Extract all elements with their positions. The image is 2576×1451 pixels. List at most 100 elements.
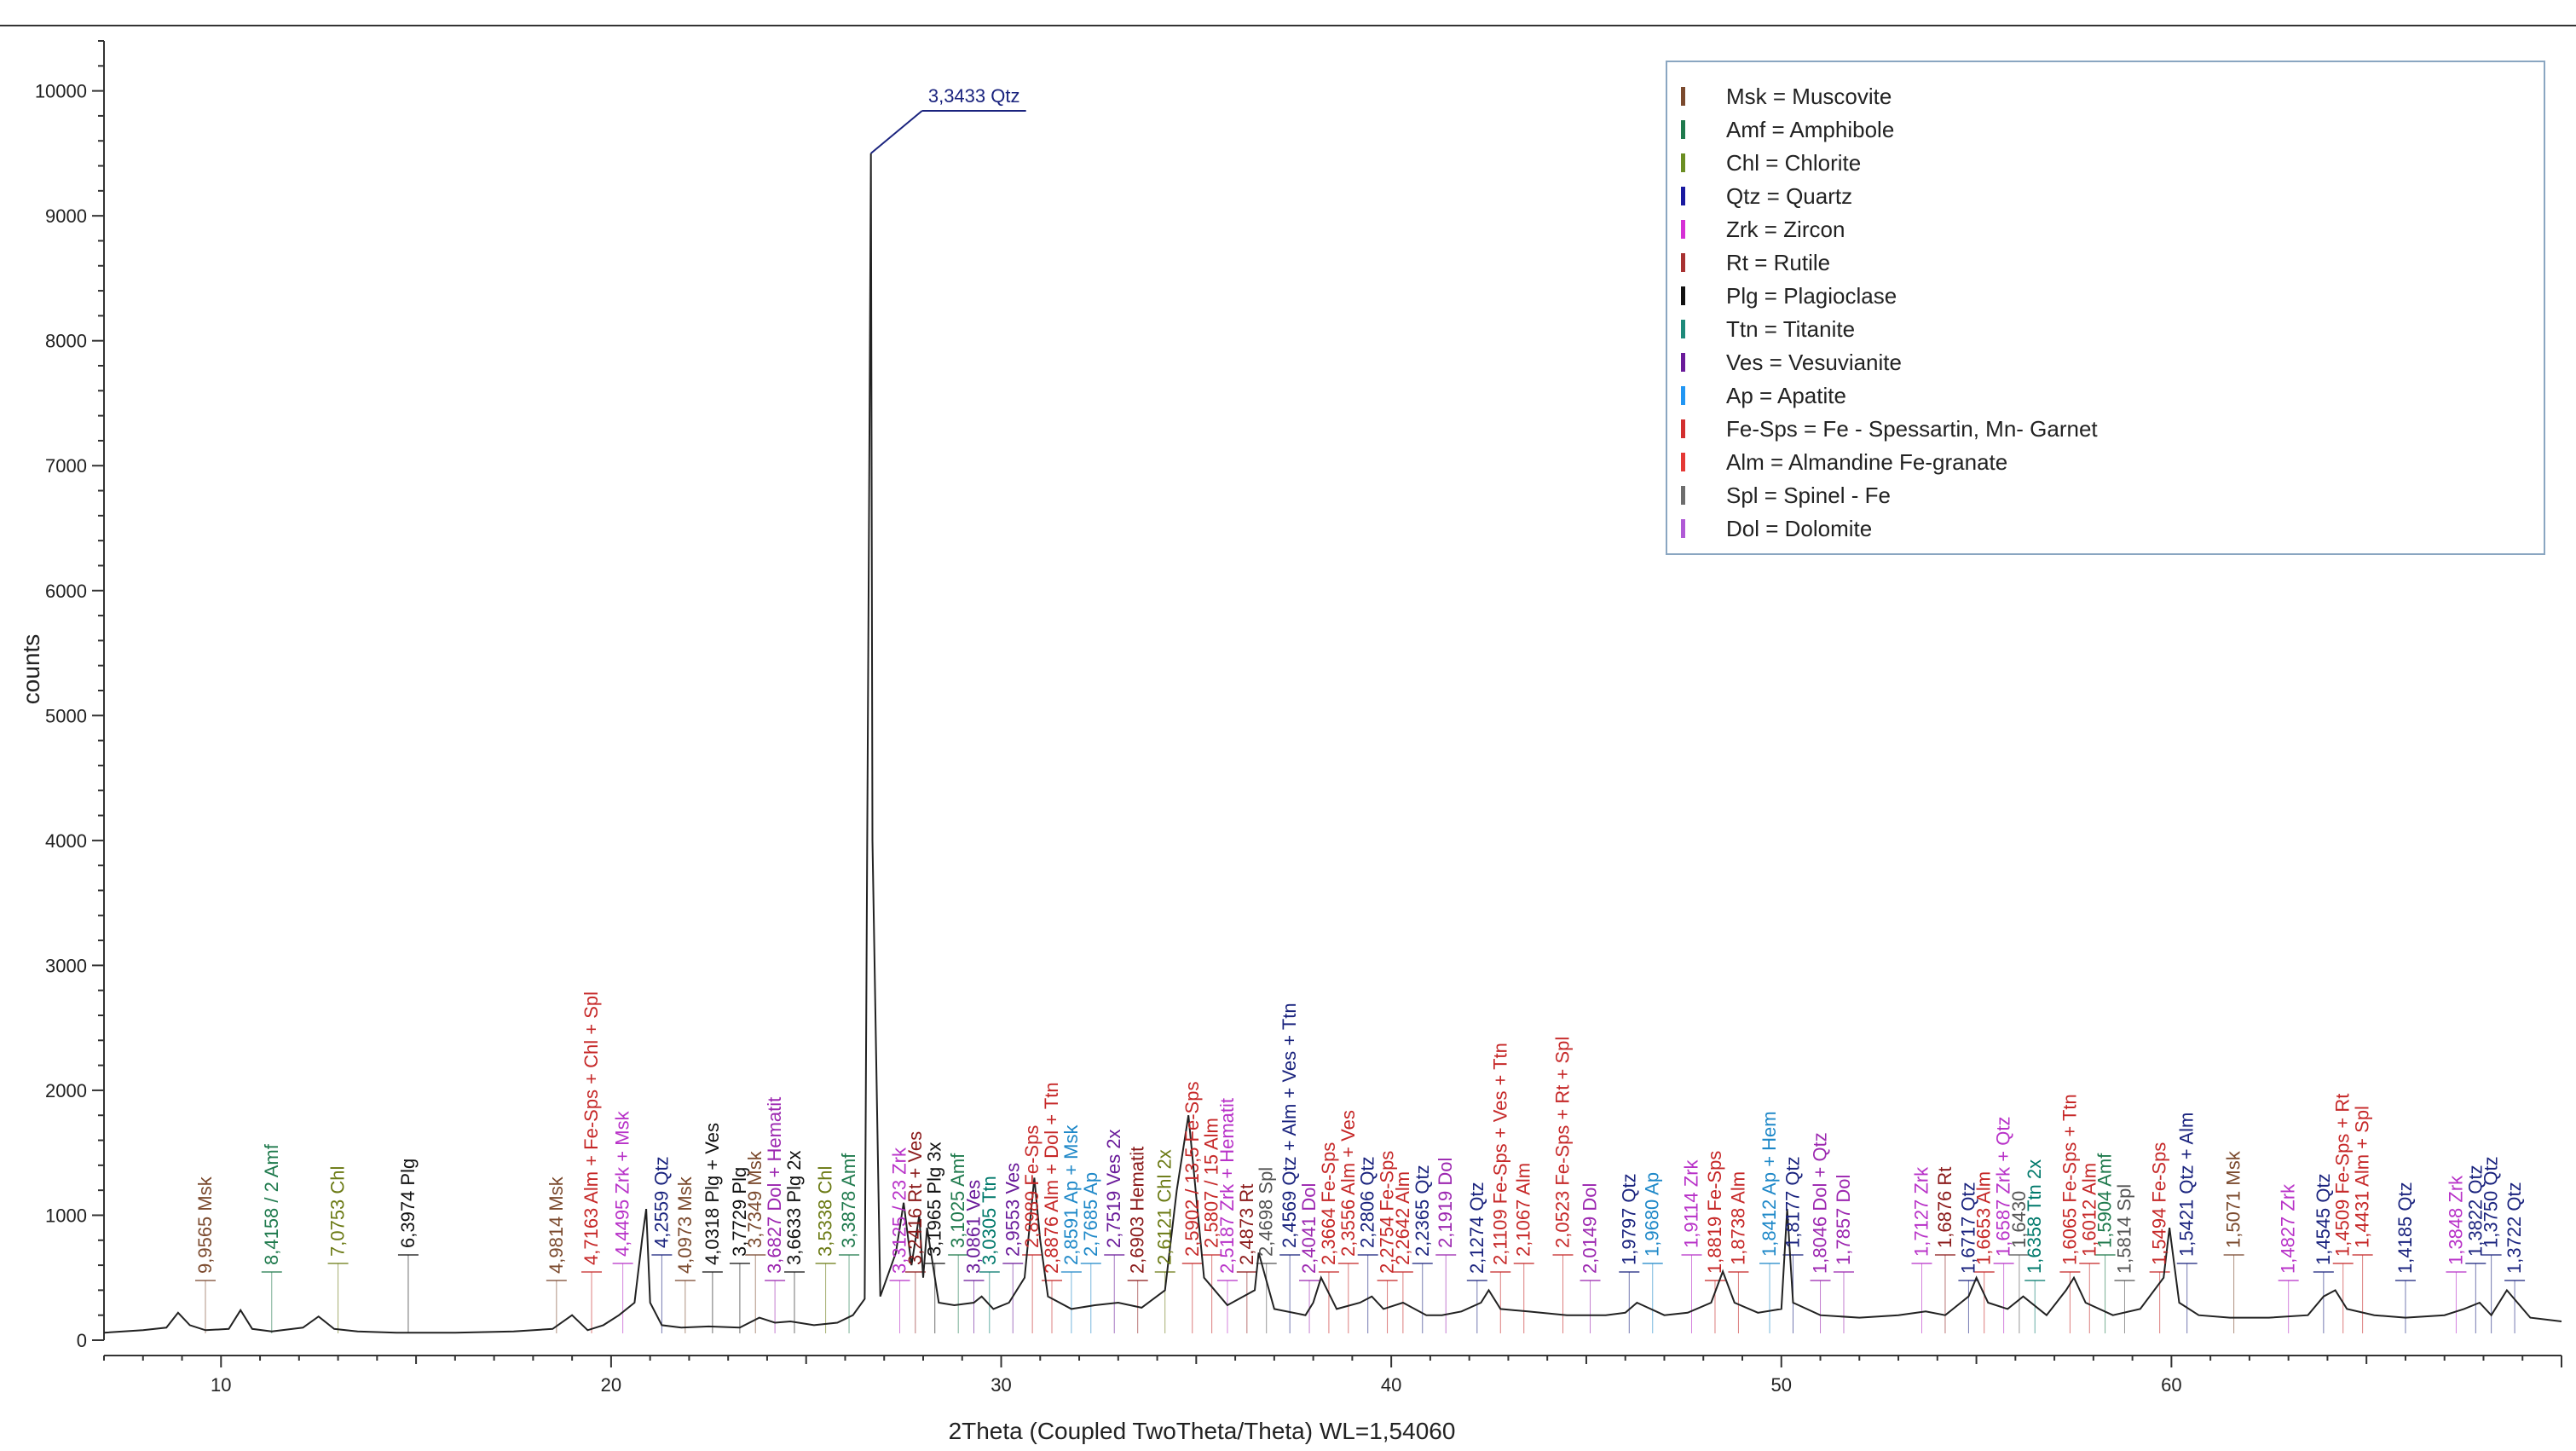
peak-label: 1,5071 Msk xyxy=(2223,1150,2244,1248)
peak-label: 3,5338 Chl xyxy=(815,1166,836,1257)
legend-box xyxy=(1666,61,2545,555)
peak-label: 1,9114 Zrk xyxy=(1681,1159,1702,1248)
peak-label: 2,7519 Ves 2x xyxy=(1103,1130,1124,1248)
legend-swatch xyxy=(1681,519,1685,538)
peak-label: 1,5421 Qtz + Alm xyxy=(2176,1113,2198,1257)
peak-label: 2,2806 Qtz xyxy=(1357,1156,1378,1248)
peak-label: 4,0318 Plg + Ves xyxy=(702,1123,723,1265)
y-tick-label: 5000 xyxy=(45,705,87,726)
legend-swatch xyxy=(1681,419,1685,438)
y-tick-label: 0 xyxy=(77,1330,87,1351)
peak-label: 2,1109 Fe-Sps + Ves + Ttn xyxy=(1489,1043,1510,1265)
x-axis: 10 20 30 40 50 60 xyxy=(103,1355,2562,1396)
peak-label: 1,4185 Qtz xyxy=(2394,1182,2416,1274)
peak-label: 2,9553 Ves xyxy=(1002,1163,1023,1257)
peak-label: 1,9680 Ap xyxy=(1642,1172,1663,1257)
peak-label: 4,0973 Msk xyxy=(674,1176,696,1274)
legend-swatch xyxy=(1681,286,1685,305)
legend: Msk = Muscovite Amf = Amphibole Chl = Chlo… xyxy=(1666,61,2545,555)
peak-label: 2,5187 Zrk + Hematit xyxy=(1216,1098,1238,1274)
peak-label: 3,0305 Ttn xyxy=(979,1176,1000,1265)
peak-label: 4,4495 Zrk + Msk xyxy=(612,1110,633,1257)
peak-label: 1,6430 xyxy=(2008,1191,2030,1248)
peak-label: 1,8819 Fe-Sps xyxy=(1704,1151,1725,1274)
y-tick-label: 9000 xyxy=(45,205,87,227)
peak-label: 1,4827 Zrk xyxy=(2278,1183,2299,1274)
x-axis-title: 2Theta (Coupled TwoTheta/Theta) WL=1,540… xyxy=(949,1418,1456,1444)
peak-label: 1,3822 Qtz xyxy=(2464,1165,2486,1257)
peak-label: 2,7685 Ap xyxy=(1080,1172,1101,1257)
peak-label: 1,5494 Fe-Sps xyxy=(2149,1142,2170,1265)
peak-label: 1,4431 Alm + Spl xyxy=(2352,1106,2373,1248)
legend-swatch xyxy=(1681,220,1685,239)
legend-entry: Ttn = Titanite xyxy=(1726,316,1855,342)
peak-label: 2,1919 Dol xyxy=(1435,1158,1456,1248)
peak-label: 4,9814 Msk xyxy=(546,1176,567,1274)
legend-entry: Plg = Plagioclase xyxy=(1726,283,1897,309)
legend-entry: Amf = Amphibole xyxy=(1726,117,1894,142)
peak-label: 3,1965 Plg 3x xyxy=(924,1142,945,1257)
series-line-counts xyxy=(103,153,2562,1334)
legend-swatch xyxy=(1681,486,1685,505)
peak-label: 2,2365 Qtz xyxy=(1412,1165,1433,1257)
peak-label: 1,8412 Ap + Hem xyxy=(1759,1111,1780,1257)
peak-label: 2,5902 / 13,5 Fe-Sps xyxy=(1181,1082,1203,1257)
peak-label: 2,4698 Spl xyxy=(1256,1167,1277,1257)
peak-label: 3,1025 Amf xyxy=(947,1153,968,1248)
peak-label: 2,3556 Alm + Ves xyxy=(1337,1110,1359,1257)
legend-swatch xyxy=(1681,386,1685,405)
legend-entry: Zrk = Zircon xyxy=(1726,217,1845,242)
peak-label: 1,6012 Alm xyxy=(2078,1163,2099,1257)
y-tick-label: 7000 xyxy=(45,455,87,477)
peak-label: 1,7127 Zrk xyxy=(1911,1166,1932,1257)
peak-label: 4,7163 Alm + Fe-Sps + Chl + Spl xyxy=(580,991,602,1265)
peak-label: 3,3878 Amf xyxy=(838,1153,859,1248)
y-tick-label: 8000 xyxy=(45,331,87,352)
legend-swatch xyxy=(1681,87,1685,106)
peak-label: 3,7729 Plg xyxy=(729,1167,750,1257)
peak-label: 1,8738 Alm xyxy=(1727,1171,1748,1265)
peak-label: 1,3848 Zrk xyxy=(2445,1175,2466,1265)
y-tick-label: 6000 xyxy=(45,581,87,602)
y-axis: 0 1000 2000 3000 4000 5000 6000 7000 8000 9000 100… xyxy=(35,40,105,1351)
peak-label: 1,8177 Qtz xyxy=(1782,1156,1804,1248)
legend-entry: Ves = Vesuvianite xyxy=(1726,350,1902,375)
legend-entry: Qtz = Quartz xyxy=(1726,183,1852,209)
legend-swatch xyxy=(1681,153,1685,172)
legend-entry: Chl = Chlorite xyxy=(1726,150,1861,176)
legend-entry: Spl = Spinel - Fe xyxy=(1726,483,1891,508)
x-tick-label: 50 xyxy=(1771,1374,1792,1396)
peak-label: 1,9797 Qtz xyxy=(1618,1173,1639,1265)
peak-label: 1,4509 Fe-Sps + Rt xyxy=(2332,1094,2354,1257)
peak-label: 1,5904 Amf xyxy=(2094,1153,2116,1248)
peak-label: 3,3125 / 23 Zrk xyxy=(889,1147,910,1274)
y-tick-label: 3000 xyxy=(45,955,87,976)
peak-label: 1,3750 Qtz xyxy=(2481,1156,2502,1248)
peak-label: 2,0523 Fe-Sps + Rt + Spl xyxy=(1552,1037,1574,1248)
x-tick-label: 60 xyxy=(2161,1374,2181,1396)
peak-label: 6,3974 Plg xyxy=(397,1159,419,1248)
peak-label: 1,6358 Ttn 2x xyxy=(2024,1159,2045,1274)
legend-entry: Dol = Dolomite xyxy=(1726,516,1872,541)
peak-label: 1,6587 Zrk + Qtz xyxy=(1993,1117,2014,1257)
legend-swatch xyxy=(1681,187,1685,205)
top-peak-label: 3,3433 Qtz xyxy=(928,85,1020,107)
peak-label: 1,6876 Rt xyxy=(1934,1167,1955,1248)
x-tick-label: 20 xyxy=(601,1374,621,1396)
peak-label: 1,3722 Qtz xyxy=(2504,1182,2525,1274)
peak-label: 2,1067 Alm xyxy=(1513,1163,1534,1257)
peak-label: 2,1274 Qtz xyxy=(1466,1182,1487,1274)
peak-label: 4,2559 Qtz xyxy=(650,1156,672,1248)
legend-entry: Rt = Rutile xyxy=(1726,250,1830,275)
x-tick-label: 10 xyxy=(211,1374,231,1396)
peak-label: 2,2642 Alm xyxy=(1392,1171,1413,1265)
peak-label: 2,0149 Dol xyxy=(1580,1183,1601,1274)
series-group xyxy=(103,153,2562,1334)
legend-swatch xyxy=(1681,353,1685,372)
peak-label: 2,6903 Hematit xyxy=(1127,1147,1148,1274)
top-peak-leader xyxy=(870,110,923,154)
legend-swatch xyxy=(1681,453,1685,471)
peak-label: 2,4873 Rt xyxy=(1236,1184,1257,1265)
peak-label: 2,8989 Fe-Sps xyxy=(1021,1125,1043,1248)
